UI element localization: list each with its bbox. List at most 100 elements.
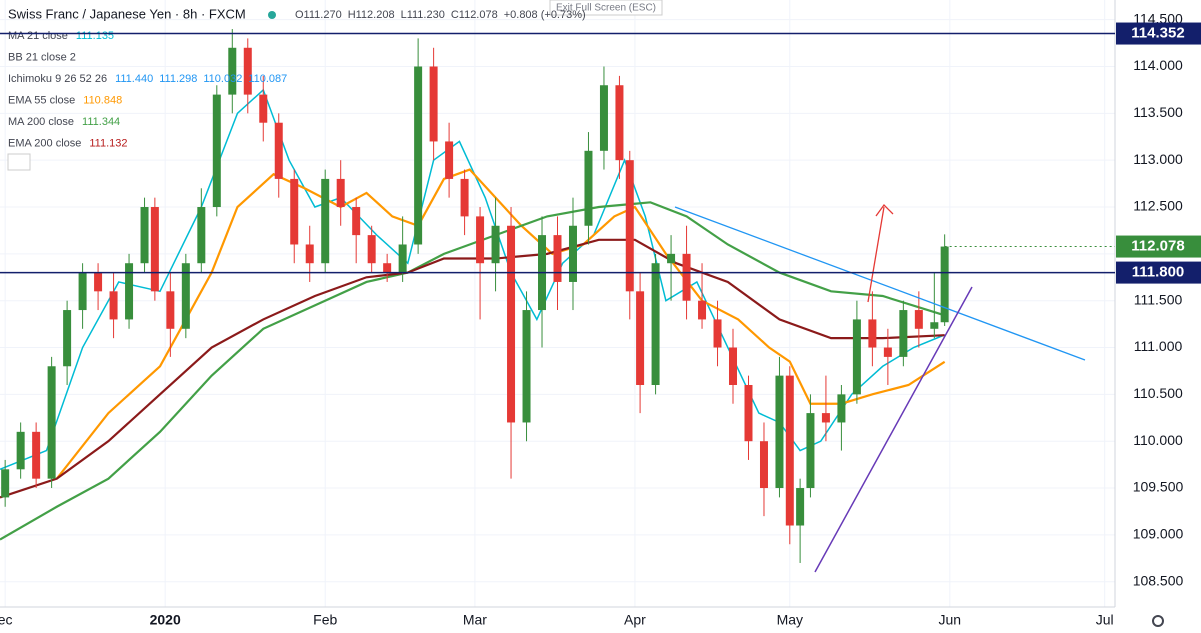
status-dot <box>268 11 276 19</box>
candle-body <box>507 225 516 423</box>
indicator-value: 111.298 <box>159 73 197 85</box>
candle-body <box>243 47 252 95</box>
price-label-box <box>1116 235 1201 258</box>
indicator-line <box>0 238 945 499</box>
indicator-value: 110.032 <box>203 73 242 85</box>
candle-body <box>599 85 608 151</box>
x-tick-label: Jun <box>939 612 962 628</box>
candle-body <box>367 235 376 264</box>
x-tick-label: Mar <box>463 612 487 628</box>
settings-icon[interactable] <box>1152 615 1164 627</box>
x-tick-label: May <box>777 612 803 628</box>
arrow-head <box>875 204 894 217</box>
x-tick-label: Jul <box>1096 612 1114 628</box>
candle-body <box>274 122 283 179</box>
price-axis <box>1115 0 1201 633</box>
trend-line <box>814 286 973 573</box>
arrow <box>867 206 885 303</box>
candle-body <box>78 272 87 311</box>
candle-body <box>429 66 438 142</box>
time-axis <box>0 607 1201 633</box>
x-tick-label: Apr <box>624 612 646 628</box>
candle-body <box>785 375 794 526</box>
candle-body <box>109 291 118 320</box>
y-tick-label: 108.500 <box>1133 572 1184 588</box>
candle-body <box>636 291 645 385</box>
candle-body <box>584 150 593 226</box>
price-label: 111.800 <box>1132 264 1185 281</box>
y-tick-label: 114.500 <box>1133 10 1183 26</box>
price-label-box <box>1116 22 1201 45</box>
x-tick-label: 2020 <box>150 612 181 628</box>
candle-body <box>94 272 103 292</box>
indicator-value: 110.848 <box>83 94 122 106</box>
indicator-value: 111.132 <box>89 137 127 149</box>
y-tick-label: 112.500 <box>1133 198 1183 214</box>
price-label: 112.078 <box>1131 238 1184 255</box>
candle-body <box>305 244 314 264</box>
candle-body <box>150 207 159 292</box>
y-tick-label: 111.000 <box>1134 338 1183 354</box>
indicator-line <box>55 168 946 480</box>
candle-body <box>759 441 768 489</box>
candle-body <box>290 178 299 245</box>
candle-body <box>1 469 10 498</box>
candle-body <box>930 322 939 329</box>
candle-body <box>47 366 56 479</box>
indicator-name: EMA 200 close <box>8 137 81 149</box>
indicator-value: 110.087 <box>248 73 287 85</box>
candle-body <box>491 225 500 264</box>
symbol: Swiss Franc / Japanese Yen · 8h · FXCM <box>8 6 246 21</box>
x-tick-label: Feb <box>313 612 337 628</box>
candle-body <box>383 263 392 273</box>
trend-line <box>674 206 1086 361</box>
candle-body <box>63 310 72 367</box>
candle-body <box>852 319 861 395</box>
candle-body <box>729 347 738 385</box>
ohlc-value: L111.230 <box>401 9 445 21</box>
ohlc-value: H112.208 <box>348 9 395 21</box>
y-tick-label: 110.500 <box>1133 385 1183 401</box>
candle-body <box>259 94 268 123</box>
price-label: 114.352 <box>1131 25 1184 42</box>
ohlc-value: O111.270 <box>295 9 342 21</box>
candle-body <box>336 178 345 208</box>
candle-body <box>914 310 923 329</box>
y-tick-label: 113.500 <box>1133 104 1183 120</box>
candle-body <box>352 207 361 236</box>
candle-body <box>940 246 949 323</box>
candle-body <box>522 310 531 423</box>
collapse-button[interactable] <box>7 153 31 171</box>
exit-fullscreen-text: Exit Full Screen (ESC) <box>556 3 656 14</box>
candle-body <box>837 394 846 423</box>
candle-body <box>321 178 330 264</box>
candle-body <box>398 244 407 273</box>
candle-body <box>698 300 707 320</box>
candle-body <box>460 178 469 217</box>
candle-body <box>166 291 175 329</box>
candle-body <box>476 216 485 264</box>
candle-body <box>713 319 722 348</box>
ohlc-value: C112.078 <box>451 9 498 21</box>
candle-body <box>125 263 134 320</box>
candle-body <box>806 413 815 489</box>
y-tick-label: 111.500 <box>1134 291 1183 307</box>
candle-body <box>883 347 892 357</box>
indicator-name: MA 200 close <box>8 116 74 128</box>
candle-body <box>796 488 805 526</box>
x-tick-label: ec <box>0 612 13 628</box>
candle-body <box>775 375 784 489</box>
candle-body <box>625 160 634 292</box>
candle-body <box>228 47 237 95</box>
indicator-value: 111.135 <box>76 30 114 42</box>
candle-body <box>615 85 624 161</box>
exit-fullscreen[interactable] <box>549 0 663 16</box>
indicator-name: BB 21 close 2 <box>8 51 76 63</box>
candle-body <box>744 384 753 442</box>
ohlc-value: +0.808 (+0.73%) <box>504 9 586 21</box>
y-tick-label: 109.000 <box>1133 526 1184 542</box>
candle-body <box>32 431 41 479</box>
candle-body <box>181 263 190 329</box>
candle-body <box>553 235 562 282</box>
